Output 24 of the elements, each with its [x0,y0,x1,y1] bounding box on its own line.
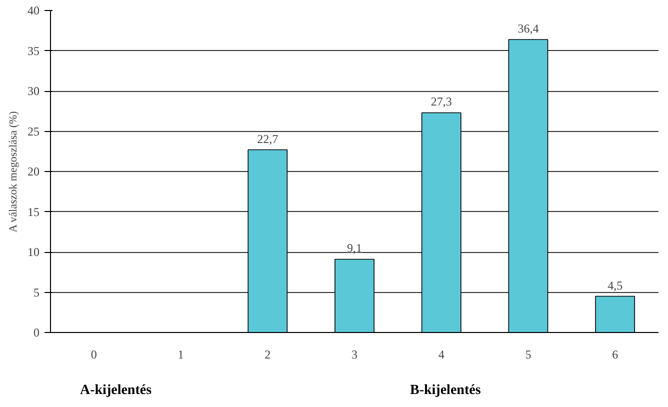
x-tick-label: 6 [612,348,618,362]
y-tick-label: 35 [28,44,40,58]
data-label: 36,4 [518,21,539,36]
y-tick-label: 0 [34,326,40,340]
x-tick-label: 2 [264,348,271,362]
x-tick-label: 0 [90,348,97,362]
y-tick-label: 5 [34,285,40,300]
text: B-kijelentés [410,382,481,400]
y-tick-label: 30 [28,84,40,98]
x-tick-label: 3 [352,348,358,362]
x-tick-label: 5 [525,348,532,362]
data-label: 27,3 [430,94,452,109]
x-tick-label: 1 [178,348,184,362]
y-tick-label: 40 [28,4,40,18]
y-axis-title: A válaszok megoszlása (%) [8,110,20,232]
data-label: 9,1 [347,241,362,256]
data-label: 22,7 [257,132,278,146]
y-tick-label: 25 [28,124,40,138]
x-tick-label: 4 [438,348,444,362]
data-label: 4,5 [608,278,623,292]
y-tick-label: 20 [28,164,40,178]
y-tick-label: 15 [28,204,40,219]
y-tick-label: 10 [28,245,40,259]
text: A-kijelentés [80,382,152,400]
